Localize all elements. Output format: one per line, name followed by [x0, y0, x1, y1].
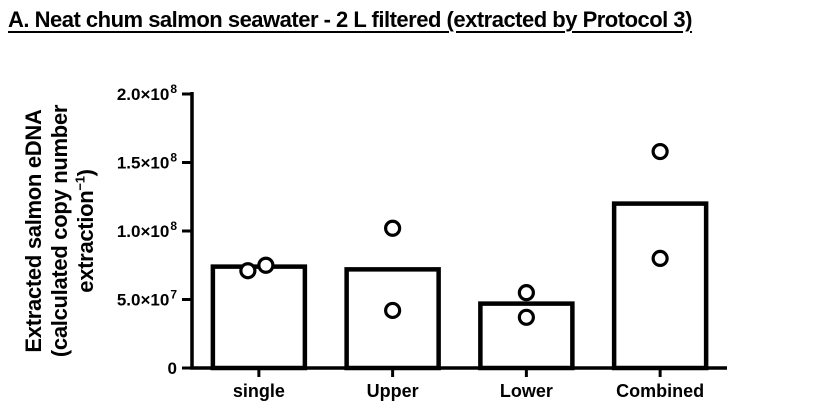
y-tick-label: 5.0×107	[117, 288, 177, 310]
y-tick-label: 2.0×108	[117, 82, 177, 104]
data-point-combined-1	[651, 142, 669, 161]
bar-single	[210, 264, 308, 371]
bar-combined	[611, 201, 709, 371]
x-category-label-single: single	[233, 381, 285, 401]
data-point-lower-2	[517, 308, 535, 326]
x-category-label-upper: Upper	[367, 381, 419, 401]
data-point-single-2	[257, 256, 275, 274]
data-point-lower-1	[517, 284, 535, 302]
data-point-single-1	[239, 262, 257, 280]
y-tick-label: 0	[168, 359, 177, 378]
data-point-combined-2	[651, 249, 669, 267]
figure-title: A. Neat chum salmon seawater - 2 L filte…	[8, 7, 692, 32]
x-category-label-lower: Lower	[500, 381, 553, 401]
y-tick-label: 1.5×108	[117, 151, 177, 173]
data-point-upper-2	[384, 301, 402, 320]
data-point-upper-1	[384, 219, 402, 237]
y-tick-label: 1.0×108	[117, 219, 177, 241]
x-category-label-combined: Combined	[616, 381, 704, 401]
